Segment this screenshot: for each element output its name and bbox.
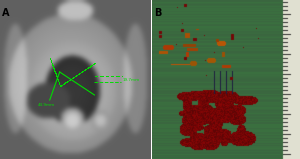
Text: 19.7mm: 19.7mm (122, 78, 140, 82)
Text: 43.9mm: 43.9mm (38, 103, 55, 107)
Text: A: A (2, 8, 10, 18)
Text: B: B (154, 8, 161, 18)
